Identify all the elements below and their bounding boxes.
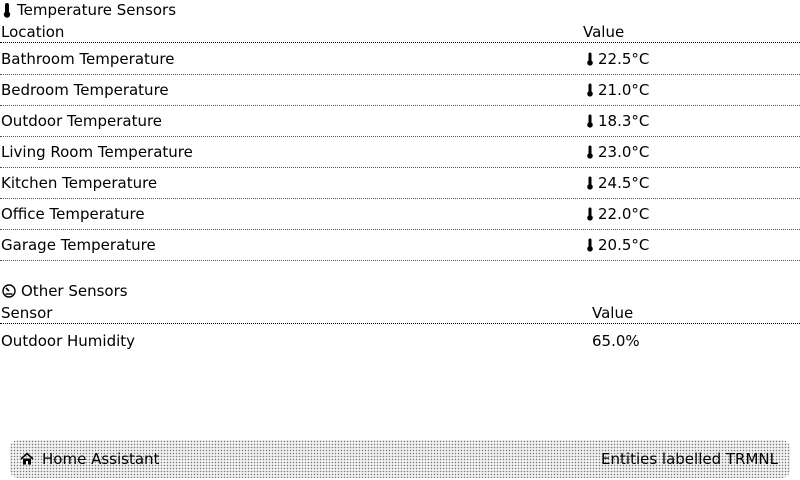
other-section-title: Other Sensors (2, 281, 128, 301)
sensor-value: 24.5°C (586, 168, 649, 198)
thermometer-icon (586, 238, 594, 252)
sensor-location: Kitchen Temperature (1, 174, 158, 192)
temperature-section-title-text: Temperature Sensors (17, 1, 177, 19)
sensor-value: 21.0°C (586, 75, 649, 105)
temperature-section-title: Temperature Sensors (2, 0, 176, 20)
table-row: Bedroom Temperature 21.0°C (0, 75, 800, 106)
footer-label: Entities labelled TRMNL (601, 450, 778, 468)
table-row: Kitchen Temperature 24.5°C (0, 168, 800, 199)
thermometer-icon (2, 2, 12, 18)
thermometer-icon (586, 145, 594, 159)
sensor-value: 23.0°C (586, 137, 649, 167)
value-column-header: Value (583, 23, 625, 41)
sensor-location: Living Room Temperature (1, 143, 193, 161)
thermometer-icon (586, 176, 594, 190)
sensor-value: 20.5°C (586, 230, 649, 260)
sensor-location: Bedroom Temperature (1, 81, 169, 99)
other-table-header: Sensor Value (0, 302, 800, 324)
thermometer-icon (586, 83, 594, 97)
sensor-value: 18.3°C (586, 106, 649, 136)
other-section-title-text: Other Sensors (21, 282, 128, 300)
thermometer-icon (586, 207, 594, 221)
sensor-location: Bathroom Temperature (1, 50, 175, 68)
sensor-value-text: 18.3°C (598, 112, 650, 130)
sensor-value-text: 22.0°C (598, 205, 650, 223)
sensor-name: Outdoor Humidity (1, 331, 136, 350)
table-row: Outdoor Humidity 65.0% (0, 325, 800, 356)
footer-bar: Home Assistant Entities labelled TRMNL (10, 440, 790, 478)
table-row: Living Room Temperature 23.0°C (0, 137, 800, 168)
table-row: Outdoor Temperature 18.3°C (0, 106, 800, 137)
thermometer-icon (586, 114, 594, 128)
footer-app-name: Home Assistant (42, 450, 160, 468)
table-row: Garage Temperature 20.5°C (0, 230, 800, 261)
location-column-header: Location (1, 23, 65, 41)
sensor-value-text: 21.0°C (598, 81, 650, 99)
sensor-value-text: 24.5°C (598, 174, 650, 192)
temperature-table-header: Location Value (0, 21, 800, 43)
sensor-column-header: Sensor (1, 304, 53, 322)
sensor-value-text: 22.5°C (598, 50, 650, 68)
sensor-location: Garage Temperature (1, 236, 156, 254)
sensor-location: Office Temperature (1, 205, 145, 223)
other-value-column-header: Value (592, 304, 634, 322)
thermometer-icon (586, 52, 594, 66)
sensor-value: 65.0% (592, 331, 640, 350)
table-row: Office Temperature 22.0°C (0, 199, 800, 230)
table-row: Bathroom Temperature 22.5°C (0, 44, 800, 75)
gauge-icon (2, 284, 16, 298)
sensor-value-text: 23.0°C (598, 143, 650, 161)
sensor-location: Outdoor Temperature (1, 112, 163, 130)
sensor-value-text: 20.5°C (598, 236, 650, 254)
home-icon (20, 452, 34, 466)
sensor-value: 22.5°C (586, 44, 649, 74)
sensor-value: 22.0°C (586, 199, 649, 229)
